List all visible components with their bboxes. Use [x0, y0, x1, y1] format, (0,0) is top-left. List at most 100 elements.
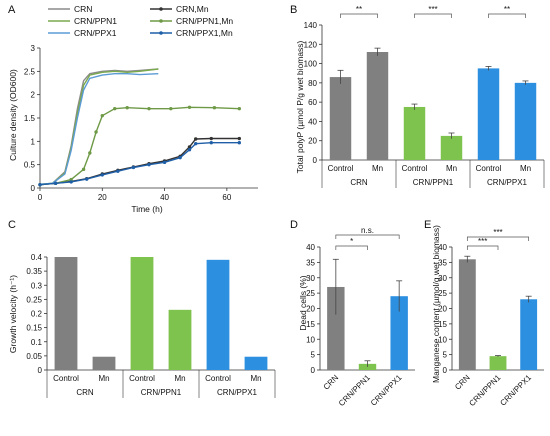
chart-c-ytick-label: 0.25 — [26, 295, 42, 304]
chart-d-ytick-label: 5 — [311, 351, 316, 360]
chart-a-data-point — [69, 180, 73, 184]
chart-c-ytick-label: 0.35 — [26, 267, 42, 276]
chart-b-ytick-label: 40 — [308, 117, 317, 126]
chart-a-data-point — [169, 106, 173, 111]
chart-a-ytick-label: 2 — [31, 91, 36, 100]
chart-a-data-point — [85, 177, 89, 181]
chart-e-ytick-label: 25 — [438, 289, 447, 298]
chart-c-ytick-label: 0.15 — [26, 324, 42, 333]
chart-d-ytick-label: 35 — [306, 258, 315, 267]
chart-c-bar — [92, 356, 116, 370]
chart-a-data-point — [131, 165, 136, 170]
chart-c-ytick-label: 0.3 — [31, 281, 43, 290]
panel-letter-e: E — [424, 219, 431, 231]
chart-e-bar — [520, 299, 538, 370]
chart-c-category-label: Control — [53, 374, 79, 383]
chart-b-bar — [403, 106, 426, 160]
chart-e-ytick-label: 10 — [438, 335, 447, 344]
chart-b-group-label: CRN/PPN1 — [413, 178, 454, 187]
chart-a-series-line-3 — [39, 68, 159, 185]
chart-b-category-label: Mn — [446, 164, 457, 173]
chart-a-ytick-label: 1.5 — [24, 114, 36, 123]
chart-a-data-point — [88, 151, 92, 155]
chart-e-ytick-label: 20 — [438, 305, 447, 314]
chart-b-bar — [366, 52, 389, 160]
chart-b-significance-bracket — [414, 13, 452, 18]
chart-c-ytick-label: 0.05 — [26, 352, 42, 361]
chart-a-series-line-2 — [39, 137, 240, 186]
chart-a-xlabel: Time (h) — [131, 204, 162, 214]
chart-e-ytick-label: 15 — [438, 320, 447, 329]
chart-d-ytick-label: 30 — [306, 274, 315, 283]
chart-a-series-line-1 — [39, 68, 159, 185]
chart-a-legend-label: CRN/PPX1 — [74, 28, 117, 38]
chart-c-category-label: Control — [129, 374, 155, 383]
chart-d-ytick-label: 20 — [306, 305, 315, 314]
chart-a-ytick-label: 0.5 — [24, 161, 36, 170]
chart-a-data-point — [125, 106, 129, 110]
chart-b-category-label: Control — [476, 164, 502, 173]
chart-b-ylabel: Total polyP (µmol P/g wet biomass) — [295, 40, 305, 173]
chart-a-data-point — [237, 141, 242, 145]
chart-a-legend-label: CRN/PPN1,Mn — [176, 16, 233, 26]
chart-a-data-point — [147, 106, 151, 111]
chart-c-category-label: Mn — [98, 374, 109, 383]
chart-c-bar — [168, 309, 192, 370]
chart-b-group-label: CRN/PPX1 — [487, 178, 528, 187]
chart-b-category-label: Mn — [372, 164, 383, 173]
chart-a-ytick-label: 2.5 — [24, 67, 36, 76]
chart-a-data-point — [94, 130, 98, 134]
chart-a-series-line-4 — [39, 106, 240, 186]
chart-a-data-point — [237, 106, 242, 111]
chart-c-category-label: Control — [205, 374, 231, 383]
chart-a-xtick-label: 60 — [222, 193, 231, 202]
chart-d-category-label: CRN/PPX1 — [369, 373, 404, 408]
chart-a-data-point — [69, 177, 73, 182]
chart-b-category-label: Mn — [520, 164, 531, 173]
chart-e-ytick-label: 30 — [438, 274, 447, 283]
chart-b-ytick-label: 140 — [304, 21, 318, 30]
chart-d-ytick-label: 40 — [306, 243, 315, 252]
chart-a-xtick-label: 0 — [38, 193, 43, 202]
chart-c-bar — [206, 259, 230, 370]
chart-b-bar — [440, 135, 463, 160]
panel-letter-c: C — [8, 219, 16, 231]
chart-a-legend-marker — [159, 19, 163, 23]
chart-a-data-point — [81, 167, 86, 172]
chart-a-xtick-label: 40 — [160, 193, 169, 202]
chart-d-category-label: CRN — [322, 373, 341, 392]
chart-b-ytick-label: 100 — [304, 60, 318, 69]
chart-e-significance-bracket — [466, 245, 499, 250]
chart-b-significance-label: ** — [504, 5, 510, 14]
chart-a-data-point — [178, 155, 182, 160]
chart-c-ytick-label: 0.4 — [31, 253, 43, 262]
chart-b-bar — [514, 82, 537, 160]
chart-e-significance-label: *** — [493, 228, 502, 237]
chart-e-ytick-label: 5 — [443, 351, 448, 360]
chart-d-significance-label: n.s. — [361, 226, 374, 235]
chart-b-ytick-label: 120 — [304, 40, 318, 49]
chart-c-group-label: CRN/PPX1 — [217, 388, 258, 397]
chart-d-bar — [327, 286, 345, 370]
chart-e-ylabel: Manganese content (µmol/g wet biomass) — [431, 225, 441, 383]
chart-e-category-label: CRN — [453, 373, 472, 392]
chart-c-category-label: Mn — [174, 374, 185, 383]
chart-a-data-point — [187, 148, 192, 152]
chart-a-ytick-label: 0 — [31, 184, 36, 193]
chart-b-ytick-label: 60 — [308, 98, 317, 107]
chart-d-bar — [390, 296, 408, 370]
chart-a-data-point — [209, 141, 213, 145]
chart-e-ytick-label: 0 — [443, 366, 448, 375]
chart-a-data-point — [100, 173, 104, 177]
chart-a-xtick-label: 20 — [98, 193, 107, 202]
chart-b-significance-bracket — [488, 13, 526, 18]
chart-a-data-point — [187, 105, 192, 109]
chart-b-ytick-label: 20 — [308, 137, 317, 146]
chart-a-data-point — [209, 136, 213, 141]
chart-a-legend-marker — [159, 31, 163, 35]
chart-e-ytick-label: 40 — [438, 243, 447, 252]
chart-c-plot: 0 0.05 0.1 0.15 0.2 0.25 0.3 0.35 0.4 Control Mn Co… — [26, 253, 276, 398]
chart-c-category-label: Mn — [250, 374, 261, 383]
